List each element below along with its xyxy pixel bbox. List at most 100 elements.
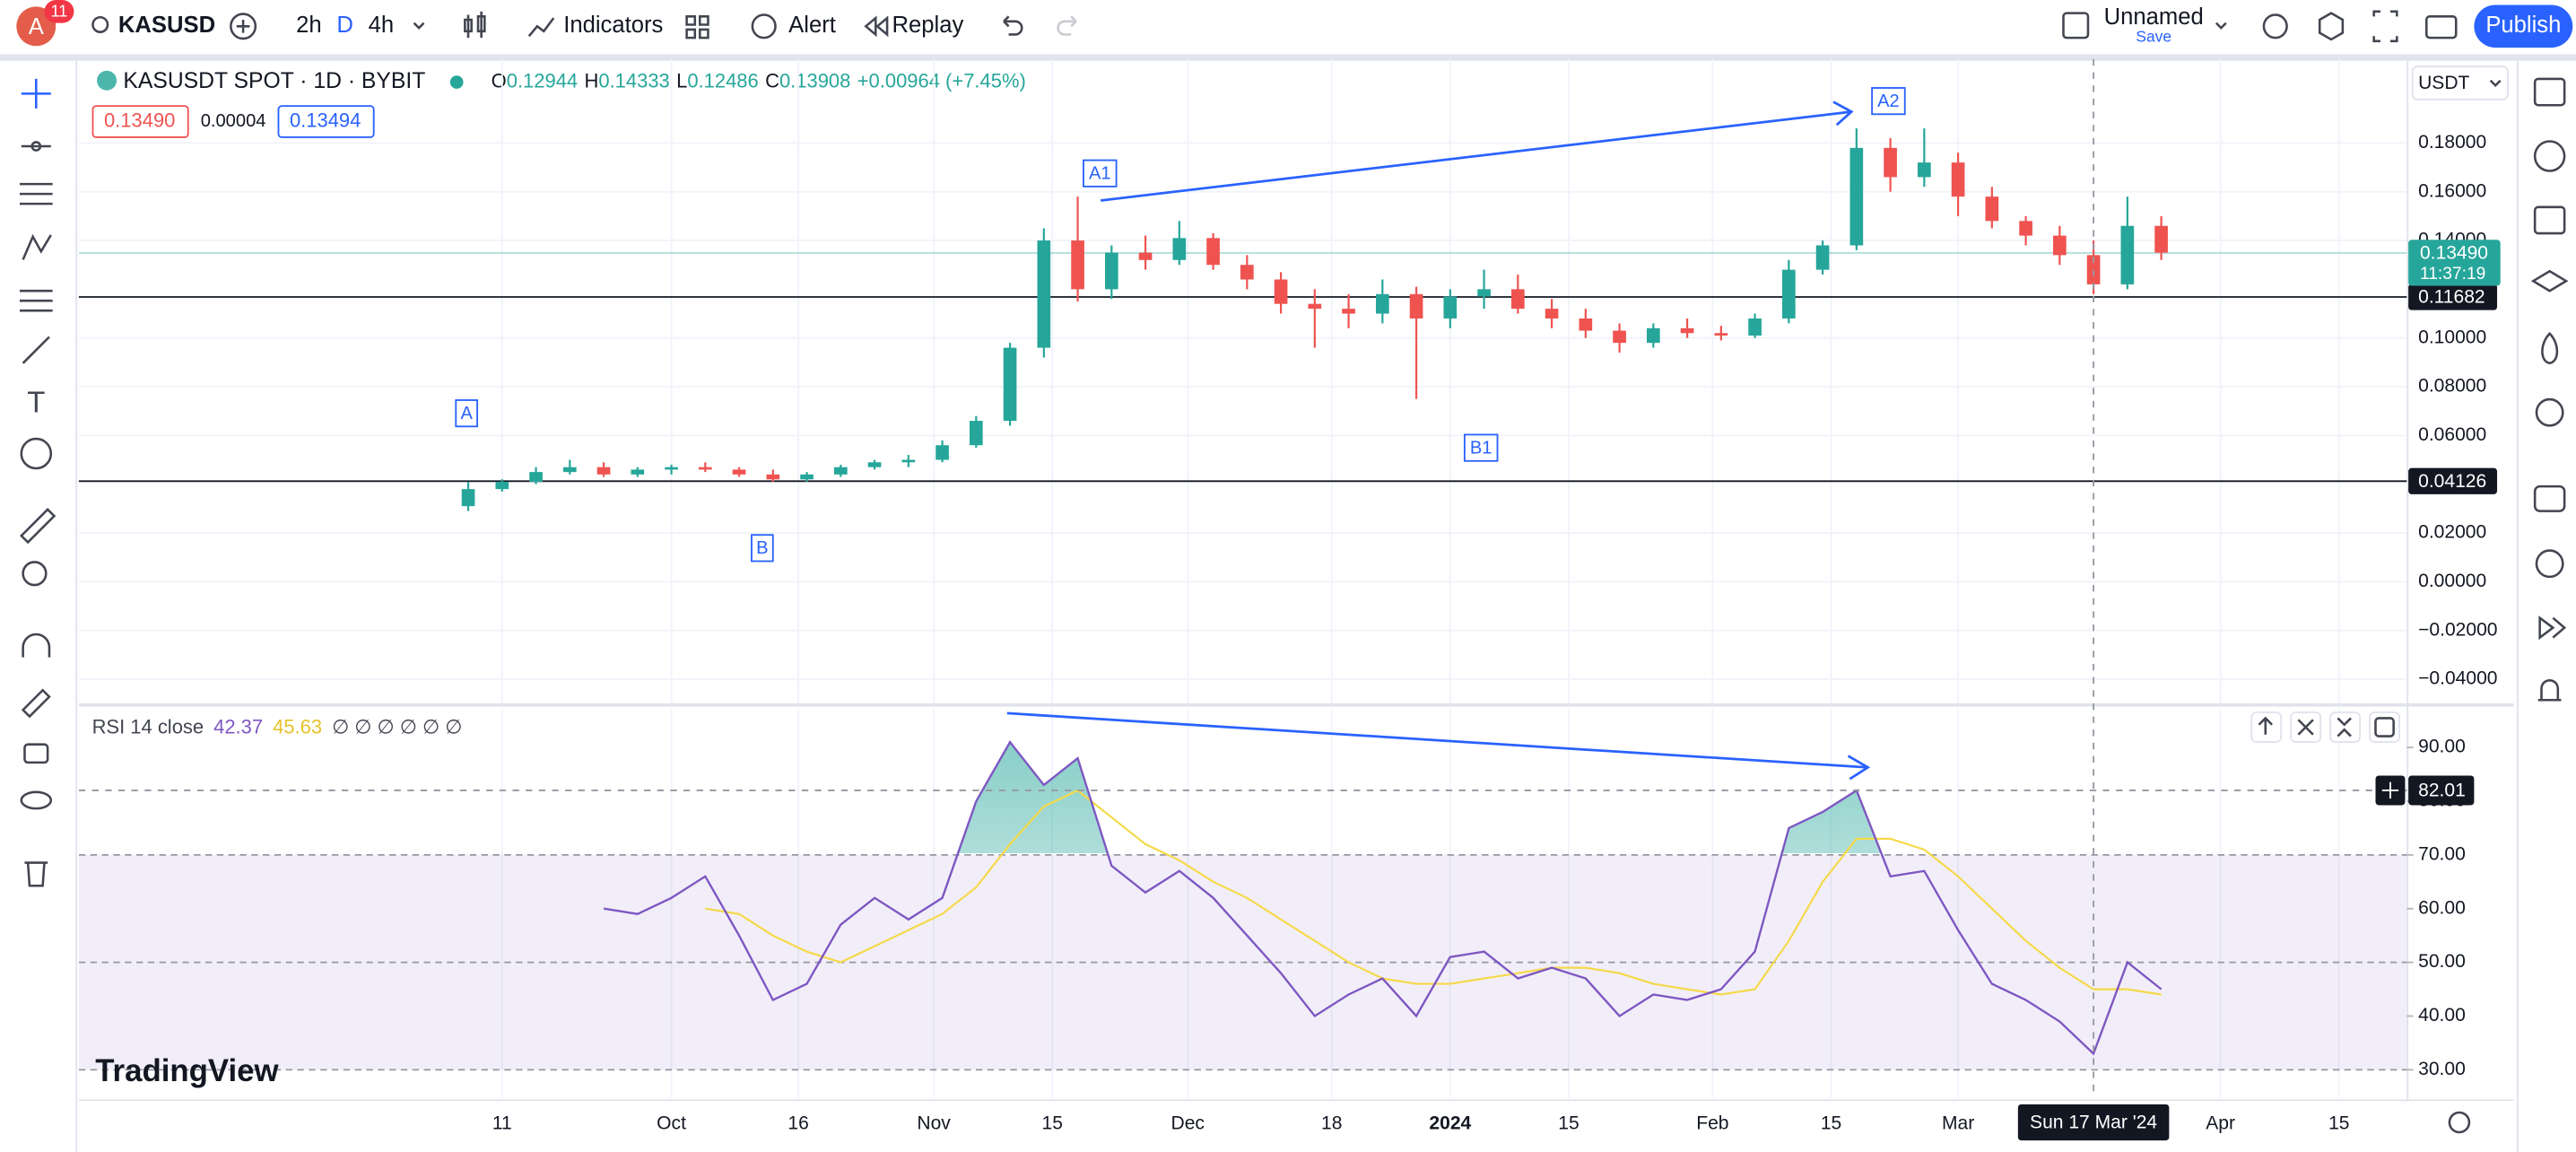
candle-body bbox=[1206, 238, 1220, 266]
interval-menu[interactable] bbox=[413, 22, 425, 30]
last-price-label: 0.13490 bbox=[2420, 242, 2488, 263]
settings[interactable] bbox=[2318, 12, 2345, 41]
candle-body bbox=[596, 467, 611, 475]
candle-body bbox=[1918, 162, 1931, 178]
layers[interactable] bbox=[2530, 269, 2569, 292]
candle-body bbox=[1680, 327, 1694, 334]
x-tick-label: Nov bbox=[917, 1113, 951, 1133]
fullscreen[interactable] bbox=[2372, 10, 2398, 43]
interval-active[interactable]: D bbox=[336, 13, 353, 38]
candle-body bbox=[1443, 296, 1458, 319]
watchlist[interactable] bbox=[2533, 77, 2566, 107]
symbol[interactable]: KASUSD bbox=[118, 13, 215, 38]
hide-tool[interactable] bbox=[20, 790, 53, 810]
chart-type[interactable] bbox=[464, 11, 486, 39]
interval[interactable]: 2h bbox=[296, 13, 322, 38]
y-tick-label: 90.00 bbox=[2418, 737, 2466, 757]
icon-tool[interactable] bbox=[20, 437, 53, 470]
publish-button[interactable] bbox=[2474, 4, 2573, 48]
interval[interactable]: 4h bbox=[369, 13, 395, 38]
x-tick-label: Feb bbox=[1696, 1113, 1728, 1133]
symbol-logo bbox=[97, 70, 117, 91]
chart-title: KASUSDT SPOT · 1D · BYBIT bbox=[123, 69, 425, 93]
crosshair-time-box bbox=[2017, 1104, 2170, 1141]
layout-name[interactable]: Unnamed bbox=[2104, 4, 2204, 30]
replay-panel[interactable] bbox=[2538, 615, 2567, 641]
ask: 0.13494 bbox=[290, 109, 361, 131]
annotation-box[interactable] bbox=[751, 534, 774, 563]
redo[interactable] bbox=[1057, 15, 1077, 36]
grid: 11 Oct 16 Nov 15 Dec 18 2024 15 Feb 15 Mar Apr 15 0.18… bbox=[78, 58, 2497, 1133]
replay[interactable]: Replay bbox=[892, 13, 964, 38]
candle-body bbox=[969, 421, 983, 446]
annotation-box[interactable] bbox=[1871, 87, 1906, 116]
undo[interactable] bbox=[1003, 15, 1023, 36]
fib-tool[interactable] bbox=[19, 182, 53, 205]
hline-label: 0.04126 bbox=[2418, 471, 2486, 492]
indicators[interactable]: Indicators bbox=[563, 13, 663, 38]
forecast-tool[interactable] bbox=[19, 289, 53, 312]
hotlists[interactable] bbox=[2541, 331, 2559, 365]
pattern-tool[interactable] bbox=[22, 233, 52, 260]
text-tool[interactable]: T bbox=[27, 385, 45, 418]
currency-select[interactable] bbox=[2411, 65, 2509, 100]
chats[interactable] bbox=[2533, 484, 2566, 512]
alert-icon bbox=[751, 13, 777, 39]
candle-body bbox=[1748, 318, 1762, 336]
candle-body bbox=[2120, 225, 2135, 284]
save[interactable]: Save bbox=[2136, 28, 2171, 46]
annotation-box[interactable] bbox=[1463, 433, 1499, 462]
annotation-box[interactable] bbox=[1083, 159, 1118, 188]
avatar-letter: A bbox=[29, 14, 45, 39]
annotation-box[interactable] bbox=[455, 399, 478, 428]
zoom-tool[interactable] bbox=[22, 561, 48, 587]
y-tick-label: 70.00 bbox=[2418, 843, 2466, 864]
data-window[interactable] bbox=[2533, 205, 2566, 235]
candle-body bbox=[800, 474, 814, 480]
buy-box[interactable] bbox=[277, 105, 375, 138]
crosshair-time-label: Sun 17 Mar '24 bbox=[2030, 1112, 2157, 1132]
stay-drawing[interactable] bbox=[21, 688, 51, 719]
time-axis-settings[interactable] bbox=[2448, 1111, 2471, 1134]
quick-search[interactable] bbox=[2262, 13, 2288, 39]
crosshair-plus bbox=[2381, 781, 2399, 799]
add-symbol[interactable] bbox=[230, 13, 257, 40]
layout-menu[interactable] bbox=[2215, 22, 2227, 30]
currency: USDT bbox=[2418, 73, 2469, 93]
hline-label: 0.11682 bbox=[2418, 286, 2485, 307]
replay-icon bbox=[864, 15, 889, 38]
streams[interactable] bbox=[2535, 549, 2564, 579]
x-tick-label: 2024 bbox=[1429, 1113, 1471, 1133]
ideas[interactable] bbox=[2535, 397, 2564, 427]
notifications[interactable] bbox=[2537, 679, 2562, 702]
candle-body bbox=[1376, 293, 1389, 314]
sell-box[interactable] bbox=[91, 105, 189, 138]
candle-body bbox=[1409, 293, 1423, 319]
rsi-trend-arrow[interactable] bbox=[1006, 711, 1871, 781]
x-tick-label: 15 bbox=[1558, 1113, 1579, 1133]
alert[interactable]: Alert bbox=[788, 13, 836, 38]
candle-body bbox=[1951, 162, 1965, 197]
annotation: B1 bbox=[1470, 438, 1493, 458]
candle-body bbox=[1647, 327, 1660, 344]
search-icon[interactable] bbox=[91, 15, 109, 33]
measure-tool[interactable] bbox=[19, 507, 57, 545]
layout-checkbox[interactable] bbox=[2062, 12, 2090, 39]
trend-arrow[interactable] bbox=[1101, 100, 1854, 202]
magnet-tool[interactable] bbox=[22, 633, 51, 658]
cursor-tool[interactable] bbox=[21, 78, 51, 109]
candle-body bbox=[2053, 235, 2067, 256]
collapse-pane[interactable] bbox=[2329, 711, 2362, 743]
crosshair-price-box bbox=[2408, 775, 2475, 806]
templates[interactable] bbox=[685, 15, 709, 39]
candle-body bbox=[1003, 347, 1017, 422]
brush-tool[interactable] bbox=[22, 336, 50, 364]
screenshot[interactable] bbox=[2424, 15, 2458, 39]
bid: 0.13490 bbox=[104, 109, 175, 131]
candle-body bbox=[529, 472, 543, 482]
rsi-legend: RSI 14 close 42.37 45.63 ∅ ∅ ∅ ∅ ∅ ∅ bbox=[92, 711, 2400, 743]
alerts[interactable] bbox=[2533, 140, 2566, 172]
delete-tool[interactable] bbox=[24, 861, 48, 887]
maximize-pane[interactable] bbox=[2369, 711, 2400, 743]
lock-tool[interactable] bbox=[23, 743, 49, 764]
